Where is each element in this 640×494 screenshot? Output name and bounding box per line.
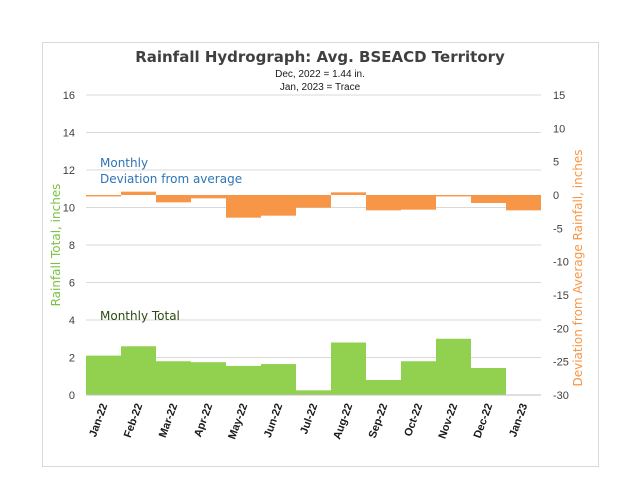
x-tick-label-jan-22: Jan-22 — [87, 402, 110, 439]
x-tick-label-dec-22: Dec-22 — [472, 402, 496, 440]
chart-subtitle-jan: Jan, 2023 = Trace — [280, 82, 361, 93]
x-tick-label-apr-22: Apr-22 — [192, 402, 215, 439]
total-bar-nov-22 — [436, 338, 471, 395]
deviation-bar-apr-22 — [191, 195, 226, 199]
y-right-tick-label-4: -10 — [553, 257, 569, 269]
y-left-tick-label-8: 16 — [63, 90, 75, 102]
y-left-tick-label-1: 2 — [69, 353, 75, 365]
x-tick-label-jan-23: Jan-23 — [507, 402, 530, 439]
x-tick-label-may-22: May-22 — [226, 402, 250, 441]
total-bar-feb-22 — [121, 346, 156, 395]
monthly-total-bars — [86, 338, 506, 395]
y-left-tick-label-3: 6 — [69, 278, 75, 290]
deviation-bar-sep-22 — [366, 195, 401, 211]
y-left-tick-label-7: 14 — [63, 128, 75, 140]
x-tick-label-jun-22: Jun-22 — [262, 402, 285, 439]
total-bar-may-22 — [226, 365, 261, 395]
deviation-bar-dec-22 — [471, 195, 506, 203]
x-tick-label-oct-22: Oct-22 — [402, 402, 425, 438]
y-left-tick-label-6: 12 — [63, 165, 75, 177]
y-right-tick-label-8: 10 — [553, 123, 565, 135]
deviation-bar-aug-22 — [331, 192, 366, 195]
y-right-tick-label-0: -30 — [553, 390, 569, 402]
y-right-tick-label-2: -20 — [553, 323, 569, 335]
deviation-bar-may-22 — [226, 195, 261, 218]
chart-title: Rainfall Hydrograph: Avg. BSEACD Territo… — [135, 48, 505, 66]
total-bar-jan-22 — [86, 355, 121, 395]
y-left-tick-label-0: 0 — [69, 390, 75, 402]
y-right-tick-label-3: -15 — [553, 290, 569, 302]
y-right-tick-label-9: 15 — [553, 90, 565, 102]
total-bar-jun-22 — [261, 364, 296, 395]
deviation-bar-nov-22 — [436, 195, 471, 197]
y-right-tick-label-7: 5 — [553, 157, 559, 169]
total-bar-aug-22 — [331, 342, 366, 395]
y-left-tick-label-5: 10 — [63, 203, 75, 215]
deviation-annotation-line2: Deviation from average — [100, 172, 242, 186]
x-tick-label-mar-22: Mar-22 — [157, 402, 180, 439]
chart-frame — [42, 42, 599, 467]
deviation-bar-jul-22 — [296, 195, 331, 208]
total-bar-oct-22 — [401, 361, 436, 395]
total-bar-mar-22 — [156, 361, 191, 395]
deviation-bar-jan-22 — [86, 195, 121, 197]
total-bar-jul-22 — [296, 390, 331, 395]
x-tick-label-sep-22: Sep-22 — [367, 402, 391, 440]
y-right-tick-label-5: -5 — [553, 223, 563, 235]
monthly-total-annotation: Monthly Total — [100, 309, 180, 323]
y-axis-right-label: Deviation from Average Rainfall, inches — [571, 149, 585, 386]
y-right-tick-label-1: -25 — [553, 357, 569, 369]
y-left-tick-label-2: 4 — [69, 315, 75, 327]
y-axis-left-label: Rainfall Total, inches — [49, 184, 63, 307]
deviation-bar-jan-23 — [506, 195, 541, 211]
y-left-tick-label-4: 8 — [69, 240, 75, 252]
deviation-bar-oct-22 — [401, 195, 436, 210]
x-tick-label-aug-22: Aug-22 — [331, 402, 355, 441]
x-tick-label-jul-22: Jul-22 — [298, 402, 320, 436]
x-tick-label-nov-22: Nov-22 — [436, 402, 460, 441]
total-bar-apr-22 — [191, 362, 226, 395]
total-bar-sep-22 — [366, 380, 401, 395]
deviation-bar-mar-22 — [156, 195, 191, 203]
deviation-annotation-line1: Monthly — [100, 156, 148, 170]
deviation-bar-feb-22 — [121, 191, 156, 195]
total-bar-dec-22 — [471, 368, 506, 395]
x-tick-label-feb-22: Feb-22 — [122, 402, 145, 439]
deviation-bar-jun-22 — [261, 195, 296, 216]
y-right-tick-label-6: 0 — [553, 190, 559, 202]
deviation-bars — [86, 191, 541, 218]
chart-subtitle-dec: Dec, 2022 = 1.44 in. — [275, 69, 365, 80]
